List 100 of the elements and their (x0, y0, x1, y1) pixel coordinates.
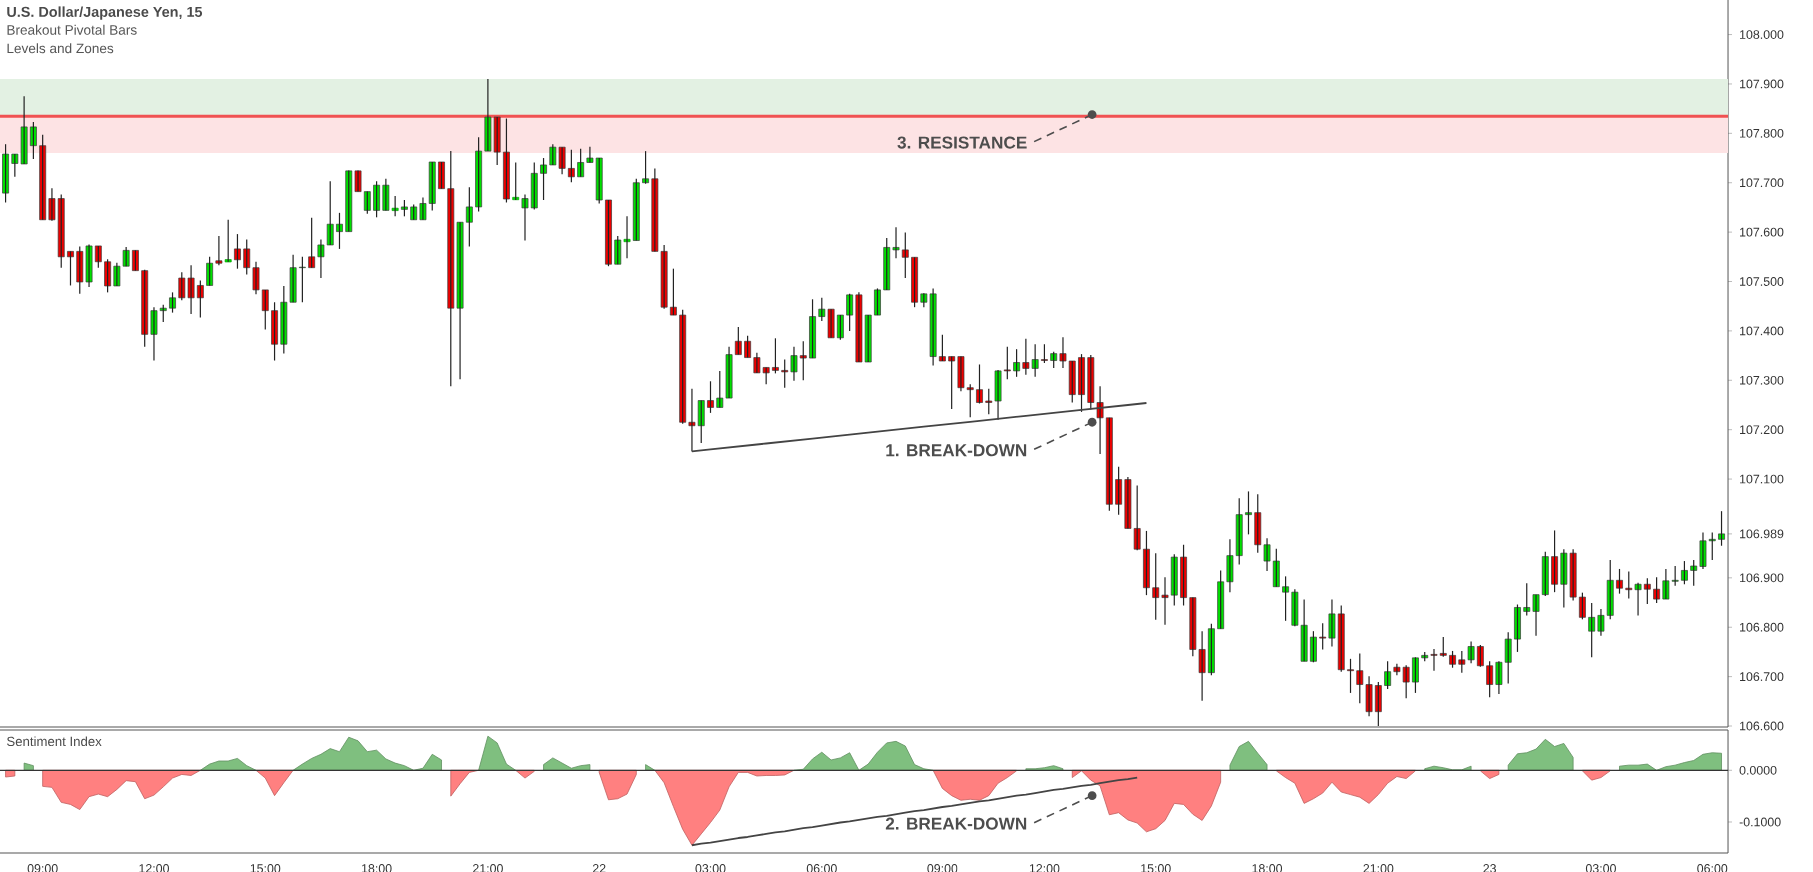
chart-title: Sentiment Index (7, 736, 102, 747)
candlestick (2, 143, 9, 204)
candlestick (614, 235, 622, 265)
candlestick (150, 306, 158, 362)
candlestick (605, 199, 612, 267)
y-tick-label: 107.100 (1740, 474, 1784, 484)
candlestick (261, 289, 269, 331)
candlestick (271, 301, 278, 362)
candlestick (1616, 568, 1623, 595)
x-tick-label: 23 (1483, 864, 1496, 872)
candlestick (503, 117, 510, 204)
candlestick (243, 238, 251, 276)
candlestick (1068, 360, 1076, 404)
candlestick (790, 346, 798, 382)
candlestick (707, 380, 714, 414)
candlestick (1384, 660, 1392, 690)
candlestick (85, 243, 93, 288)
candlestick (642, 150, 649, 185)
candlestick (1430, 648, 1438, 672)
candlestick (1588, 602, 1596, 658)
candlestick (1439, 636, 1447, 658)
x-tick-label: 06:00 (806, 864, 837, 872)
candlestick (1328, 598, 1336, 648)
candlestick (104, 258, 112, 293)
candlestick (938, 334, 946, 362)
candlestick (1412, 656, 1419, 694)
candlestick (809, 298, 816, 359)
candlestick (1180, 544, 1187, 607)
candlestick (1161, 576, 1169, 626)
candlestick (428, 161, 436, 211)
candlestick (76, 245, 84, 295)
candlestick (781, 358, 789, 389)
candlestick (1041, 343, 1048, 364)
x-tick-label: 09:00 (27, 864, 58, 872)
candlestick (234, 233, 241, 270)
candlestick (1653, 576, 1661, 604)
y-tick-label: 107.500 (1740, 277, 1784, 286)
candlestick (716, 370, 724, 409)
y-tick-label: 0.0000 (1739, 765, 1777, 775)
candlestick (530, 161, 538, 210)
candlestick (1282, 575, 1289, 622)
x-tick-label: 22 (592, 864, 606, 872)
y-tick-label: 106.600 (1740, 721, 1784, 731)
candlestick (725, 346, 733, 399)
candlestick (540, 157, 547, 201)
candlestick (966, 383, 974, 418)
candlestick (521, 193, 529, 242)
y-tick-label: 106.989 (1740, 529, 1784, 539)
candlestick (1597, 608, 1605, 637)
y-tick-label: 107.900 (1740, 79, 1784, 89)
candlestick (465, 186, 473, 248)
candlestick (1059, 336, 1067, 369)
candlestick (1690, 559, 1698, 587)
y-tick-label: 106.800 (1740, 622, 1784, 632)
candlestick (799, 340, 807, 381)
candlestick (1643, 577, 1651, 605)
candlestick (215, 235, 223, 266)
candlestick (1718, 510, 1725, 547)
candlestick (1347, 658, 1354, 694)
candlestick (1013, 348, 1021, 378)
candlestick (1578, 592, 1586, 620)
annotation: 2. BREAK-DOWN (885, 817, 1027, 830)
candlestick (29, 121, 37, 160)
x-tick-label: 21:00 (473, 864, 503, 872)
candlestick (1310, 630, 1317, 663)
y-tick-label: 107.600 (1740, 227, 1784, 237)
candlestick (1272, 548, 1280, 588)
candlestick (252, 261, 260, 295)
candlestick (169, 291, 176, 314)
candlestick (1681, 560, 1688, 585)
x-tick-label: 21:00 (1363, 864, 1394, 872)
chart-title: U.S. Dollar/Japanese Yen, 15 (7, 6, 203, 20)
candlestick (1263, 537, 1271, 572)
candlestick (354, 169, 362, 193)
y-tick-label: 108.000 (1740, 30, 1784, 39)
candlestick (836, 314, 844, 341)
text: Breakout Pivotal Bars (7, 24, 137, 35)
candlestick (1486, 660, 1494, 698)
candlestick (772, 337, 779, 374)
candlestick (1699, 531, 1707, 570)
candlestick (1152, 552, 1160, 621)
y-tick-label: -0.1000 (1739, 817, 1781, 827)
candlestick (1532, 594, 1540, 637)
candlestick (94, 245, 102, 269)
candlestick (363, 191, 371, 215)
y-tick-label: 106.900 (1740, 573, 1784, 583)
candlestick (1514, 603, 1521, 653)
x-tick-label: 03:00 (695, 864, 726, 872)
candlestick (224, 219, 232, 263)
x-tick-label: 18:00 (1252, 864, 1283, 872)
x-tick-label: 03:00 (1585, 864, 1616, 872)
candlestick (308, 217, 316, 269)
x-tick-label: 15:00 (250, 864, 281, 872)
candlestick (1523, 582, 1531, 616)
y-tick-label: 107.300 (1740, 375, 1784, 385)
x-tick-label: 09:00 (927, 864, 958, 872)
annotation: Levels and Zones (7, 43, 114, 54)
y-tick-label: 107.800 (1740, 128, 1784, 138)
y-tick-label: 107.200 (1740, 425, 1784, 435)
y-tick-label: 106.700 (1740, 672, 1784, 682)
